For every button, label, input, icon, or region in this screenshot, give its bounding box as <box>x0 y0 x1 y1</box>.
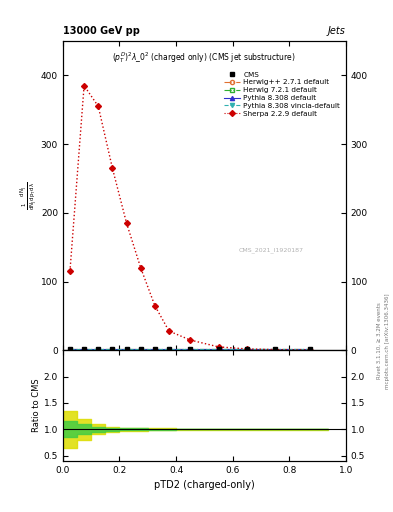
Text: $(p_T^D)^2\lambda\_0^2$ (charged only) (CMS jet substructure): $(p_T^D)^2\lambda\_0^2$ (charged only) (… <box>112 50 296 65</box>
Text: 13000 GeV pp: 13000 GeV pp <box>63 26 140 36</box>
Text: Jets: Jets <box>328 26 346 36</box>
Legend: CMS, Herwig++ 2.7.1 default, Herwig 7.2.1 default, Pythia 8.308 default, Pythia : CMS, Herwig++ 2.7.1 default, Herwig 7.2.… <box>222 69 342 119</box>
Y-axis label: Ratio to CMS: Ratio to CMS <box>32 379 41 432</box>
Text: Rivet 3.1.10, ≥ 3.2M events: Rivet 3.1.10, ≥ 3.2M events <box>377 303 382 379</box>
Y-axis label: $\mathregular{\frac{1}{dN_J}\frac{dN_J}{dp_T\,d\lambda}}$: $\mathregular{\frac{1}{dN_J}\frac{dN_J}{… <box>19 181 39 210</box>
X-axis label: pTD2 (charged-only): pTD2 (charged-only) <box>154 480 255 490</box>
Text: mcplots.cern.ch [arXiv:1306.3436]: mcplots.cern.ch [arXiv:1306.3436] <box>385 293 389 389</box>
Text: CMS_2021_I1920187: CMS_2021_I1920187 <box>238 247 303 253</box>
